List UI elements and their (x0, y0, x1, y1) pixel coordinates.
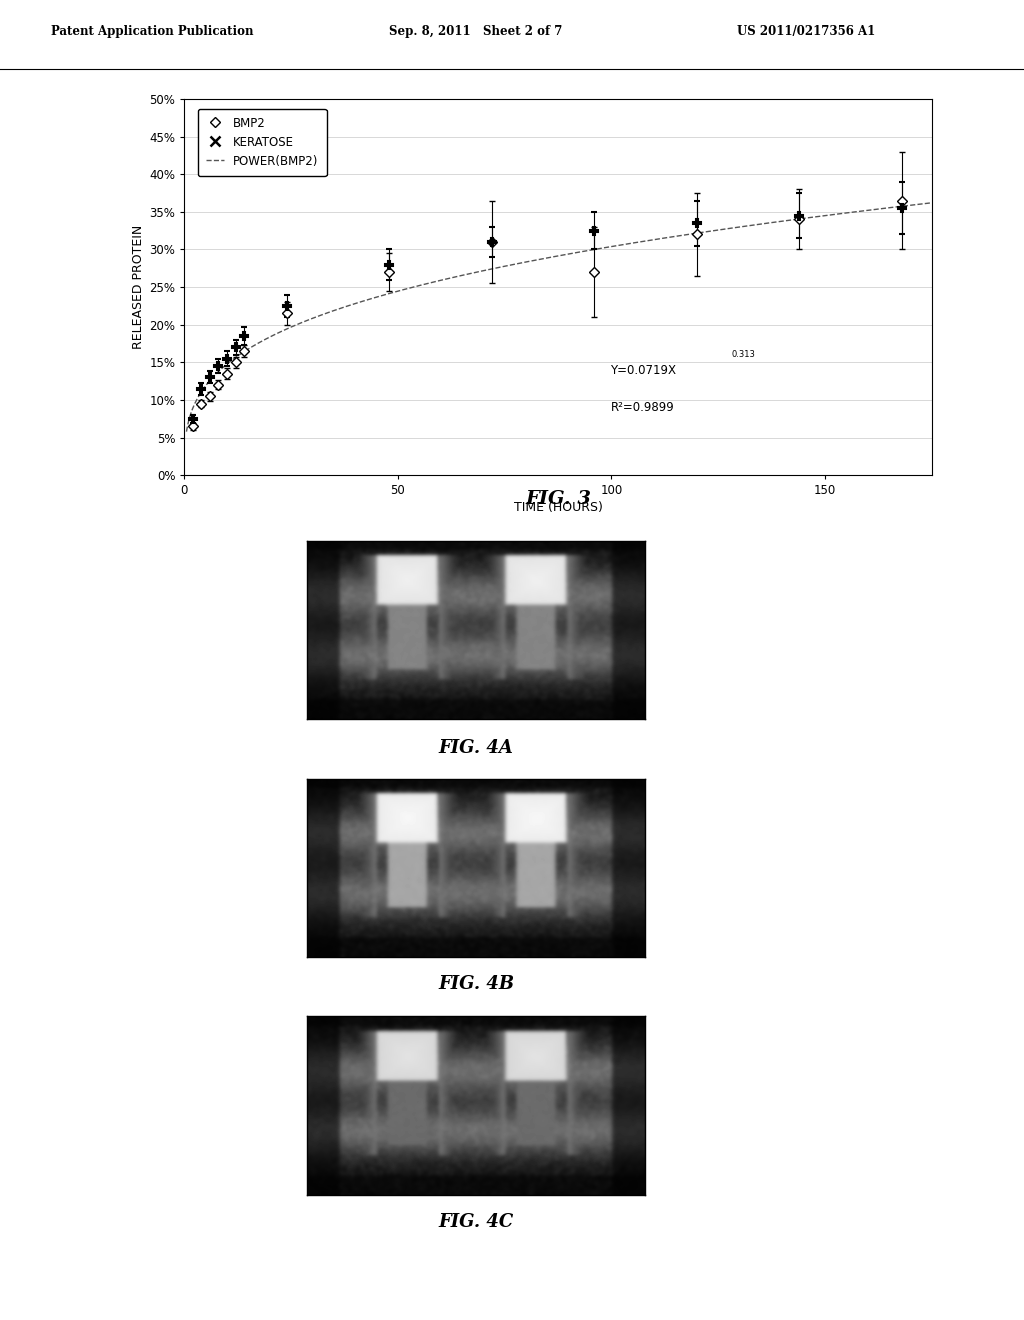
X-axis label: TIME (HOURS): TIME (HOURS) (514, 502, 602, 515)
Text: Sep. 8, 2011   Sheet 2 of 7: Sep. 8, 2011 Sheet 2 of 7 (389, 25, 562, 38)
Text: FIG. 4C: FIG. 4C (438, 1213, 514, 1230)
Text: US 2011/0217356 A1: US 2011/0217356 A1 (737, 25, 876, 38)
Text: R²=0.9899: R²=0.9899 (610, 401, 674, 414)
Legend: BMP2, KERATOSE, POWER(BMP2): BMP2, KERATOSE, POWER(BMP2) (198, 108, 327, 176)
Text: FIG. 4B: FIG. 4B (438, 975, 514, 993)
Text: Patent Application Publication: Patent Application Publication (51, 25, 254, 38)
Y-axis label: RELEASED PROTEIN: RELEASED PROTEIN (132, 224, 145, 350)
Text: FIG. 3: FIG. 3 (525, 490, 591, 508)
Text: FIG. 4A: FIG. 4A (438, 739, 514, 756)
Text: 0.313: 0.313 (731, 350, 756, 359)
Text: Y=0.0719X: Y=0.0719X (610, 363, 677, 376)
